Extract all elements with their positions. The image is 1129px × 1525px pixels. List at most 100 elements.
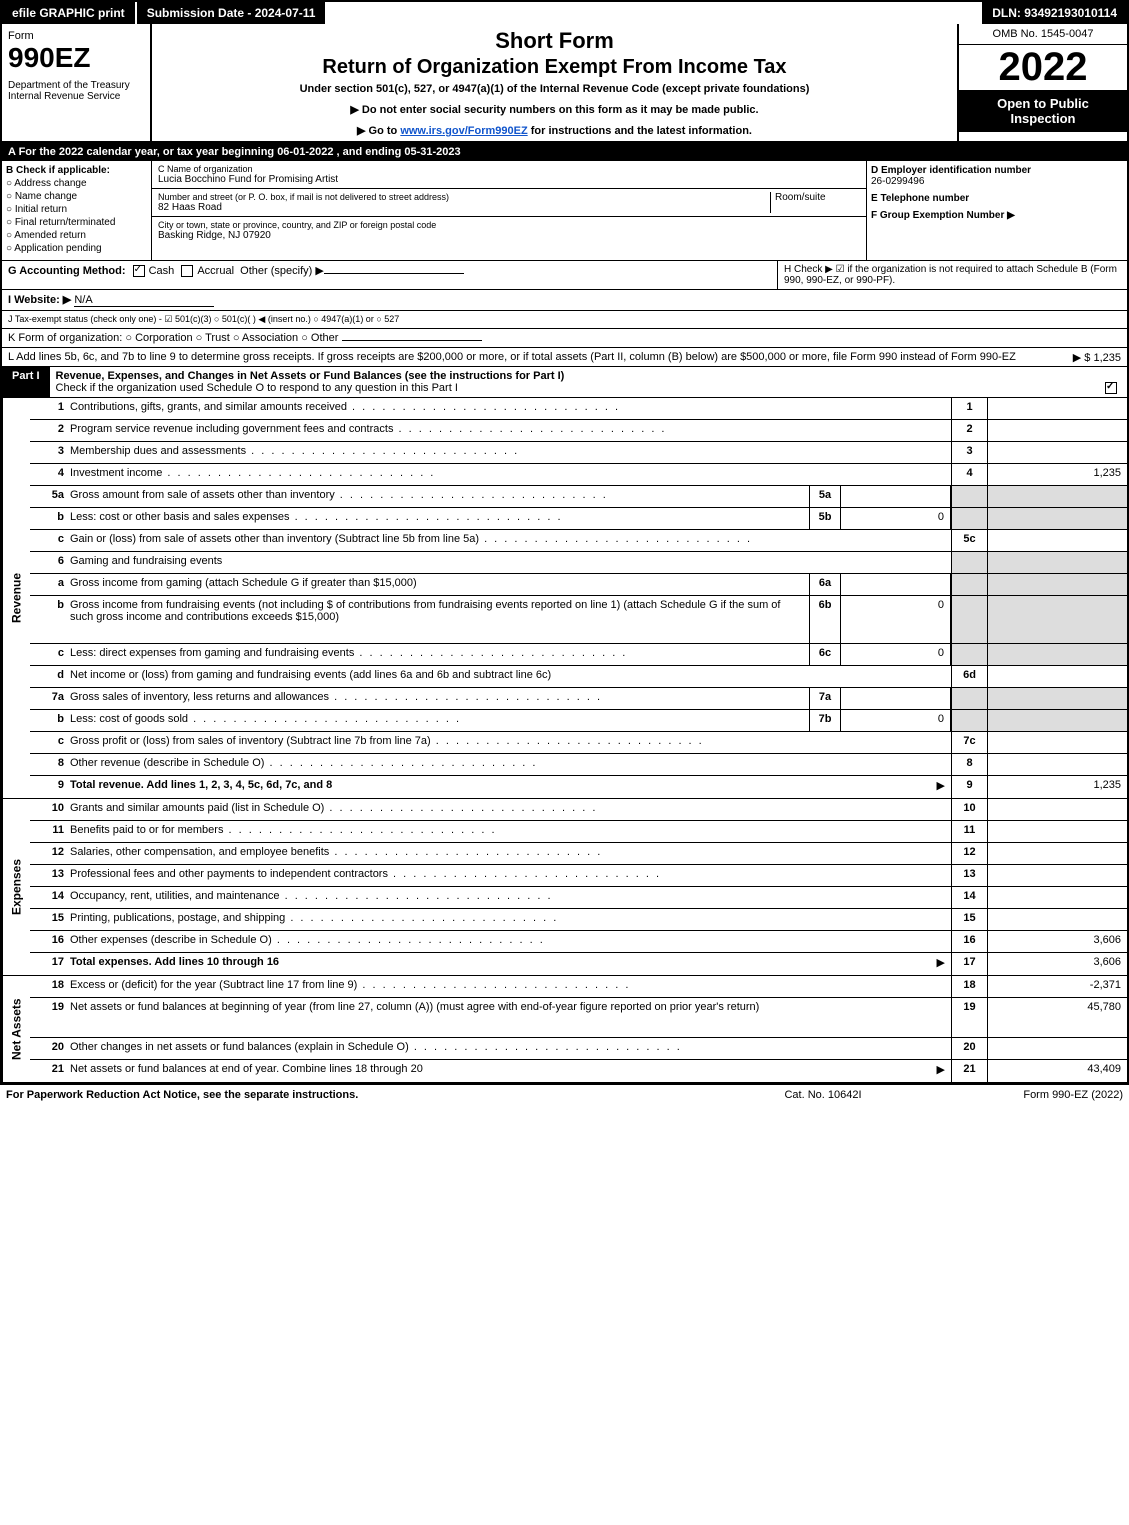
ln5a-mn: 5a [809,486,841,507]
efile-print-button[interactable]: efile GRAPHIC print [2,2,137,24]
ln14-desc: Occupancy, rent, utilities, and maintena… [70,887,951,908]
chk-initial-return[interactable]: Initial return [6,204,147,215]
chk-name-change[interactable]: Name change [6,191,147,202]
submission-date-button[interactable]: Submission Date - 2024-07-11 [137,2,328,24]
ln6c-mv: 0 [841,644,951,665]
footer-catno: Cat. No. 10642I [723,1089,923,1101]
ln10-rv [987,799,1127,820]
ln16-num: 16 [30,931,70,952]
ln7c-desc: Gross profit or (loss) from sales of inv… [70,732,951,753]
ln5c-rv [987,530,1127,551]
ln6a-num: a [30,574,70,595]
ln13-rv [987,865,1127,886]
ln4-num: 4 [30,464,70,485]
ln5c-num: c [30,530,70,551]
ein-label: D Employer identification number [871,165,1123,176]
ln1-num: 1 [30,398,70,419]
chk-amended-return[interactable]: Amended return [6,230,147,241]
ln5a-rn [951,486,987,507]
ln1-desc: Contributions, gifts, grants, and simila… [70,398,951,419]
ln7a-mv [841,688,951,709]
ln14-num: 14 [30,887,70,908]
ln11-desc: Benefits paid to or for members [70,821,951,842]
line-7c: cGross profit or (loss) from sales of in… [30,732,1127,754]
netassets-section: Net Assets 18Excess or (deficit) for the… [2,976,1127,1083]
k-other-input[interactable] [342,340,482,341]
line-9: 9Total revenue. Add lines 1, 2, 3, 4, 5c… [30,776,1127,798]
footer-formref: Form 990-EZ (2022) [923,1089,1123,1101]
ln19-rv: 45,780 [987,998,1127,1037]
ln1-rv [987,398,1127,419]
chk-address-change[interactable]: Address change [6,178,147,189]
street-label: Number and street (or P. O. box, if mail… [158,192,770,202]
header-left: Form 990EZ Department of the Treasury In… [2,24,152,141]
part-i-label: Part I [2,367,50,397]
ln7b-num: b [30,710,70,731]
l-amount: ▶ $ 1,235 [1073,351,1121,364]
ln17-rn: 17 [951,953,987,975]
tax-year: 2022 [959,45,1127,90]
ln6-rn [951,552,987,573]
part-i-title-text: Revenue, Expenses, and Changes in Net As… [56,370,565,382]
other-specify-input[interactable] [324,273,464,274]
col-b-label: B Check if applicable: [6,165,147,176]
ln10-num: 10 [30,799,70,820]
ln13-num: 13 [30,865,70,886]
chk-accrual[interactable] [181,265,193,277]
col-d-ein: D Employer identification number 26-0299… [867,161,1127,260]
ln6b-mv: 0 [841,596,951,643]
line-14: 14Occupancy, rent, utilities, and mainte… [30,887,1127,909]
col-b-checkboxes: B Check if applicable: Address change Na… [2,161,152,260]
revenue-section: Revenue 1Contributions, gifts, grants, a… [2,398,1127,799]
ln7b-rv [987,710,1127,731]
ln7a-mn: 7a [809,688,841,709]
ln5b-rn [951,508,987,529]
ln5b-num: b [30,508,70,529]
org-name: Lucia Bocchino Fund for Promising Artist [158,174,860,185]
tel-label: E Telephone number [871,193,1123,204]
page-footer: For Paperwork Reduction Act Notice, see … [0,1085,1129,1105]
ln5a-desc: Gross amount from sale of assets other t… [70,486,809,507]
ln20-num: 20 [30,1038,70,1059]
line-10: 10Grants and similar amounts paid (list … [30,799,1127,821]
ln6d-num: d [30,666,70,687]
ln9-rv: 1,235 [987,776,1127,798]
col-c-org: C Name of organization Lucia Bocchino Fu… [152,161,867,260]
form-header: Form 990EZ Department of the Treasury In… [2,24,1127,143]
form-number: 990EZ [8,42,144,74]
netassets-sidebar: Net Assets [2,976,30,1082]
row-k-org-form: K Form of organization: ○ Corporation ○ … [2,329,1127,348]
line-12: 12Salaries, other compensation, and empl… [30,843,1127,865]
ln21-num: 21 [30,1060,70,1082]
goto-pre: ▶ Go to [357,125,400,137]
line-20: 20Other changes in net assets or fund ba… [30,1038,1127,1060]
ln6-desc: Gaming and fundraising events [70,552,951,573]
chk-cash[interactable] [133,265,145,277]
ln2-num: 2 [30,420,70,441]
irs-link[interactable]: www.irs.gov/Form990EZ [400,125,527,137]
part-i-checkbox[interactable] [1105,382,1117,394]
k-text: K Form of organization: ○ Corporation ○ … [8,332,338,344]
row-g-h: G Accounting Method: Cash Accrual Other … [2,261,1127,290]
line-13: 13Professional fees and other payments t… [30,865,1127,887]
ln20-rn: 20 [951,1038,987,1059]
ln7b-mv: 0 [841,710,951,731]
form-title-long: Return of Organization Exempt From Incom… [156,56,953,79]
ln7a-rv [987,688,1127,709]
ln3-desc: Membership dues and assessments [70,442,951,463]
ln2-desc: Program service revenue including govern… [70,420,951,441]
cash-label: Cash [149,265,175,277]
line-21: 21Net assets or fund balances at end of … [30,1060,1127,1082]
chk-final-return[interactable]: Final return/terminated [6,217,147,228]
ln6-num: 6 [30,552,70,573]
ln3-rn: 3 [951,442,987,463]
ln18-rv: -2,371 [987,976,1127,997]
ln5b-rv [987,508,1127,529]
row-l-gross-receipts: L Add lines 5b, 6c, and 7b to line 9 to … [2,348,1127,367]
ln18-num: 18 [30,976,70,997]
chk-application-pending[interactable]: Application pending [6,243,147,254]
line-18: 18Excess or (deficit) for the year (Subt… [30,976,1127,998]
ln5c-desc: Gain or (loss) from sale of assets other… [70,530,951,551]
section-a-taxyear: A For the 2022 calendar year, or tax yea… [2,143,1127,161]
ln2-rn: 2 [951,420,987,441]
